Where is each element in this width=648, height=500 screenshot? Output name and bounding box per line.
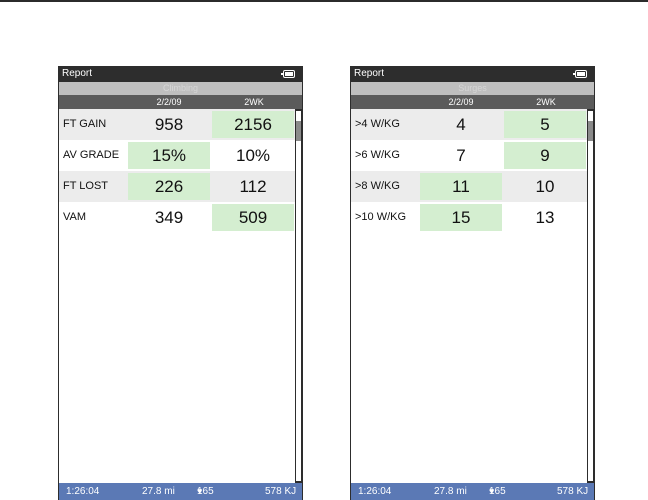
value-date: 11 [420, 173, 502, 200]
elapsed-time: 1:26:04 [66, 486, 100, 497]
row-label: VAM [63, 211, 87, 223]
status-bar: 1:26:04 27.8 mi ♥ 165 578 KJ [351, 483, 594, 500]
row-label: AV GRADE [63, 149, 120, 161]
value-date: 15% [128, 142, 210, 169]
column-headers: 2/2/09 2WK [351, 95, 594, 109]
value-date: 15 [420, 204, 502, 231]
column-header-2wk: 2WK [536, 97, 556, 107]
scrollbar-track[interactable] [296, 111, 301, 481]
column-header-date: 2/2/09 [156, 97, 182, 107]
value-2wk: 10 [535, 177, 555, 196]
vertical-scrollbar[interactable] [587, 109, 595, 483]
energy-readout: 578 KJ [557, 486, 589, 497]
table-row-ft-lost[interactable]: FT LOST 226 112 [59, 171, 295, 202]
heart-icon: ♥ [489, 486, 495, 496]
report-screen-surges: Report Surges 2/2/09 2WK >4 W/KG 4 5 >6 … [350, 66, 595, 500]
scrollbar-thumb[interactable] [588, 121, 593, 141]
distance-readout: 27.8 mi [434, 486, 467, 497]
value-2wk: 509 [212, 204, 294, 231]
table-row-4wkg[interactable]: >4 W/KG 4 5 [351, 109, 587, 140]
heart-rate-value: 165 [197, 486, 214, 497]
table-row-ft-gain[interactable]: FT GAIN 958 2156 [59, 109, 295, 140]
heart-icon: ♥ [197, 486, 203, 496]
value-2wk: 5 [504, 111, 586, 138]
row-label: >6 W/KG [355, 149, 400, 161]
scrollbar-thumb[interactable] [296, 121, 301, 141]
title-bar: Report [58, 66, 303, 82]
row-label: >4 W/KG [355, 118, 400, 130]
value-2wk: 2156 [212, 111, 294, 138]
top-rule [0, 0, 648, 2]
battery-icon [281, 70, 295, 78]
energy-readout: 578 KJ [265, 486, 297, 497]
distance-readout: 27.8 mi [142, 486, 175, 497]
elapsed-time: 1:26:04 [358, 486, 392, 497]
table-row-vam[interactable]: VAM 349 509 [59, 202, 295, 233]
value-2wk: 13 [535, 208, 555, 227]
screen-title: Report [354, 68, 385, 79]
status-bar: 1:26:04 27.8 mi ♥ 165 578 KJ [59, 483, 302, 500]
scrollbar-track[interactable] [588, 111, 593, 481]
column-headers: 2/2/09 2WK [59, 95, 302, 109]
heart-rate-value: 165 [489, 486, 506, 497]
report-screen-climbing: Report Climbing 2/2/09 2WK FT GAIN 958 2… [58, 66, 303, 500]
value-2wk: 112 [239, 177, 267, 196]
value-2wk: 10% [235, 146, 271, 165]
report-table: >4 W/KG 4 5 >6 W/KG 7 9 >8 W/KG 11 10 >1… [351, 109, 587, 483]
screen-title: Report [62, 68, 93, 79]
row-label: FT LOST [63, 180, 109, 192]
battery-icon [573, 70, 587, 78]
table-row-6wkg[interactable]: >6 W/KG 7 9 [351, 140, 587, 171]
section-header: Climbing [59, 82, 302, 95]
column-header-date: 2/2/09 [448, 97, 474, 107]
row-label: >8 W/KG [355, 180, 400, 192]
title-bar: Report [350, 66, 595, 82]
vertical-scrollbar[interactable] [295, 109, 303, 483]
value-date: 958 [154, 115, 184, 134]
value-date: 7 [456, 146, 466, 165]
table-row-8wkg[interactable]: >8 W/KG 11 10 [351, 171, 587, 202]
section-header: Surges [351, 82, 594, 95]
value-date: 4 [456, 115, 466, 134]
table-row-av-grade[interactable]: AV GRADE 15% 10% [59, 140, 295, 171]
value-date: 226 [128, 173, 210, 200]
report-table: FT GAIN 958 2156 AV GRADE 15% 10% FT LOS… [59, 109, 295, 483]
column-header-2wk: 2WK [244, 97, 264, 107]
row-label: FT GAIN [63, 118, 107, 130]
row-label: >10 W/KG [355, 211, 407, 223]
value-2wk: 9 [504, 142, 586, 169]
table-row-10wkg[interactable]: >10 W/KG 15 13 [351, 202, 587, 233]
value-date: 349 [154, 208, 184, 227]
